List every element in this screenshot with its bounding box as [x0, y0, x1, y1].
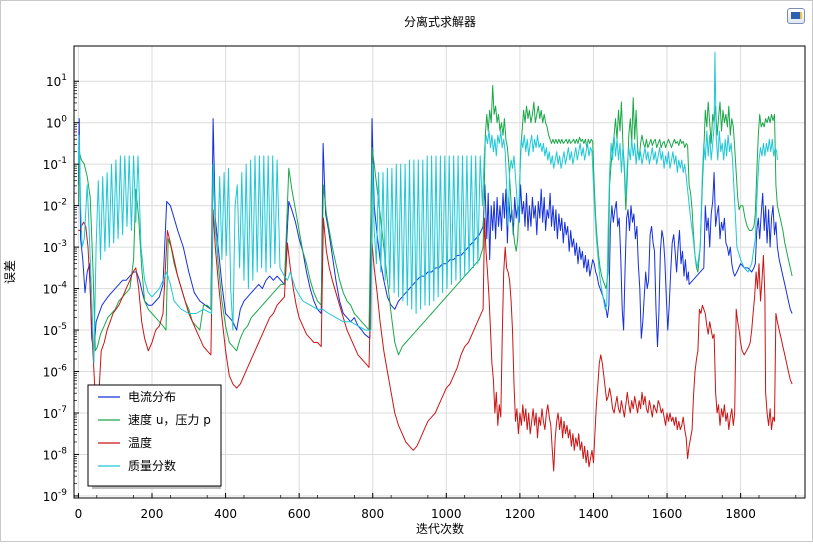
y-tick-label: 10-6: [43, 364, 68, 380]
series-line-4: [77, 51, 778, 364]
y-tick-label: 10-3: [43, 239, 67, 255]
legend-label: 速度 u，压力 p: [128, 412, 211, 427]
series-line-3: [78, 209, 793, 472]
x-tick-label: 1200: [505, 507, 536, 521]
y-tick-label: 10-9: [43, 488, 68, 504]
x-tick-label: 800: [361, 507, 384, 521]
window-icon-glyph: [791, 12, 802, 19]
legend-box: [87, 384, 222, 487]
y-tick-label: 10-7: [43, 405, 67, 421]
y-axis-label: 误差: [3, 260, 17, 284]
x-tick-label: 1600: [652, 507, 683, 521]
y-tick-layer: 101 100 10-1 10-2 10-3 10-4 10-5 10-6 10-7 10-8 10…: [43, 73, 79, 504]
y-tick-label: 100: [46, 115, 67, 131]
legend-label: 质量分数: [128, 458, 176, 473]
y-tick-label: 101: [46, 73, 67, 89]
x-tick-layer: 0 200 400 600 800 1000 1200 1400 1600 1800: [75, 493, 797, 521]
legend-label: 电流分布: [128, 390, 176, 404]
x-axis-label: 迭代次数: [416, 521, 464, 536]
series-line-1: [77, 118, 793, 352]
x-tick-label: 1400: [578, 507, 609, 521]
series-layer: [77, 51, 793, 472]
window-icon[interactable]: [787, 8, 805, 24]
plot-area-border: [73, 45, 806, 499]
chart-title: 分离式求解器: [404, 14, 476, 29]
x-tick-label: 200: [141, 507, 164, 521]
y-tick-label: 10-5: [43, 322, 67, 338]
x-tick-label: 0: [75, 507, 83, 521]
y-tick-label: 10-4: [43, 281, 68, 297]
y-tick-label: 10-1: [43, 156, 67, 172]
x-tick-label: 1800: [725, 507, 756, 521]
y-tick-label: 10-8: [43, 446, 68, 462]
series-line-2: [77, 84, 793, 356]
x-tick-label: 400: [214, 507, 237, 521]
x-tick-label: 1000: [431, 507, 462, 521]
x-tick-label: 600: [288, 507, 311, 521]
legend-label: 温度: [128, 435, 152, 450]
y-tick-label: 10-2: [43, 198, 67, 214]
